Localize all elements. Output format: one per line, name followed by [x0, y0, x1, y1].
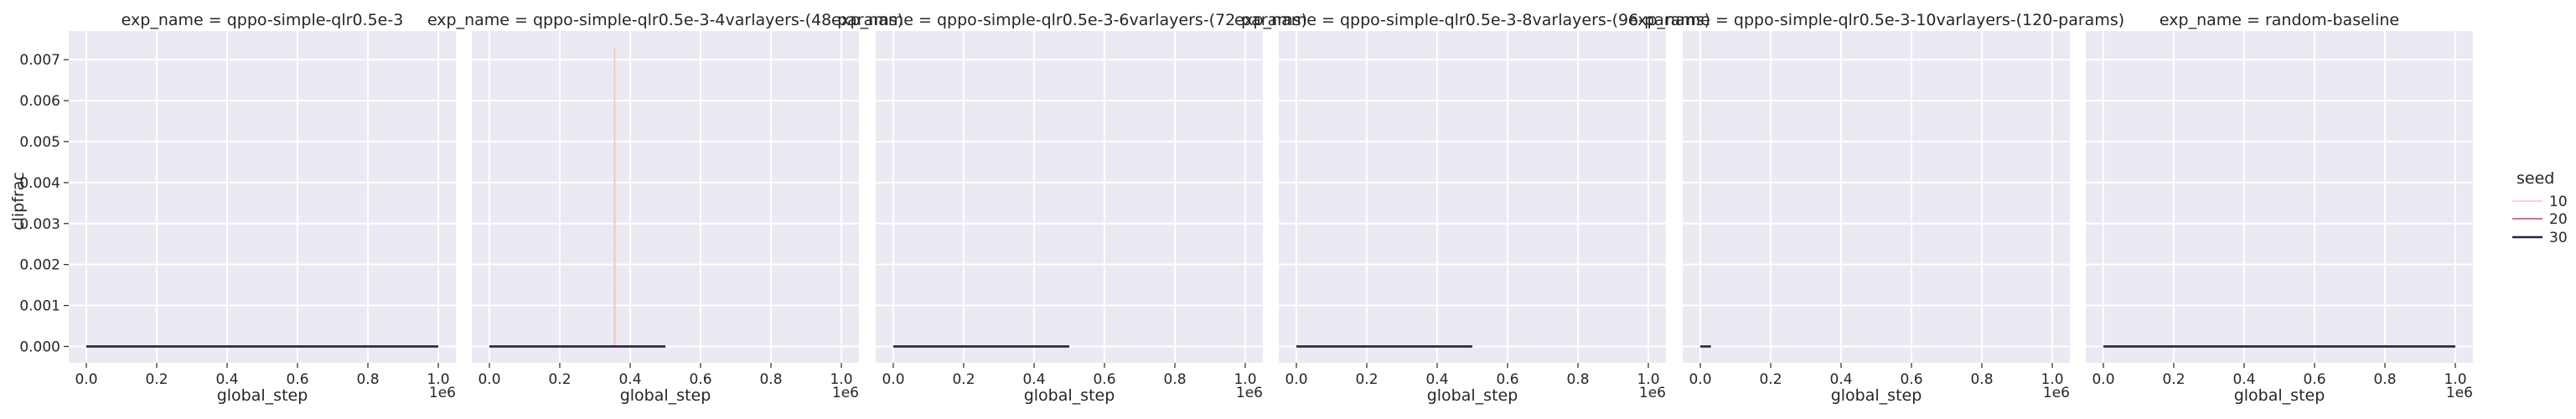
x-tick-label: 0.6: [1093, 371, 1115, 388]
x-tick-label: 0.0: [1689, 371, 1711, 388]
x-axis-label: global_step: [620, 386, 711, 405]
x-tick-label: 0.8: [356, 371, 379, 388]
x-tick-label: 0.2: [145, 371, 168, 388]
x-tick-label: 1.0: [2444, 371, 2466, 388]
x-tick-label: 0.6: [689, 371, 711, 388]
panel-1: exp_name = qppo-simple-qlr0.5e-3 0.0 0.2 0.…: [19, 11, 456, 405]
x-tick-label: 0.0: [1285, 371, 1307, 388]
y-tick-label: 0.000: [19, 339, 60, 355]
y-tick-label: 0.002: [19, 257, 60, 274]
x-tick-label: 0.4: [215, 371, 238, 388]
y-axis-label: clipfrac: [9, 172, 28, 230]
x-tick-label: 0.2: [1355, 371, 1378, 388]
x-tick-label: 0.4: [1829, 371, 1852, 388]
x-tick-label: 0.8: [759, 371, 782, 388]
x-tick-label: 0.6: [1496, 371, 1518, 388]
y-tick-label: 0.004: [19, 175, 60, 192]
x-tick-label: 0.4: [1425, 371, 1448, 388]
x-axis-label: global_step: [1831, 386, 1922, 405]
x-tick-label: 1.0: [830, 371, 852, 388]
panel-6: exp_name = random-baseline 0.0 0.2 0.4 0.6 0.…: [2086, 11, 2473, 405]
legend-label-seed-10: 10: [2549, 194, 2568, 210]
legend-label-seed-20: 20: [2549, 211, 2568, 228]
x-multiplier-label: 1e6: [832, 385, 859, 401]
panel-background: [876, 31, 1263, 363]
x-axis-label: global_step: [1024, 386, 1115, 405]
x-axis-label: global_step: [1427, 386, 1518, 405]
x-tick-label: 0.0: [882, 371, 904, 388]
x-tick-label: 0.4: [618, 371, 641, 388]
y-tick-label: 0.005: [19, 134, 60, 151]
panel-title: exp_name = qppo-simple-qlr0.5e-3: [122, 11, 404, 29]
panel-background: [2086, 31, 2473, 363]
panel-background: [1279, 31, 1666, 363]
series-group: [489, 47, 665, 348]
x-tick-label: 0.6: [2303, 371, 2325, 388]
x-multiplier-label: 1e6: [2446, 385, 2473, 401]
panel-2: exp_name = qppo-simple-qlr0.5e-3-4varlay…: [427, 11, 903, 405]
panel-4: exp_name = qppo-simple-qlr0.5e-3-8varlay…: [1234, 11, 1710, 405]
y-tick-label: 0.006: [19, 93, 60, 110]
x-tick-label: 1.0: [1637, 371, 1659, 388]
x-tick-label: 0.4: [1022, 371, 1045, 388]
y-tick-label: 0.001: [19, 298, 60, 315]
x-tick-label: 0.2: [548, 371, 571, 388]
y-tick-label: 0.007: [19, 52, 60, 69]
x-tick-label: 0.8: [1970, 371, 1993, 388]
panel-title: exp_name = qppo-simple-qlr0.5e-3-8varlay…: [1234, 11, 1710, 29]
panels: exp_name = qppo-simple-qlr0.5e-3 0.0 0.2 0.…: [19, 11, 2473, 405]
x-tick-label: 0.8: [2373, 371, 2396, 388]
x-axis-label: global_step: [217, 386, 308, 405]
legend-label-seed-30: 30: [2549, 230, 2568, 246]
panel-3: exp_name = qppo-simple-qlr0.5e-3-6varlay…: [831, 11, 1307, 405]
panel-title: exp_name = qppo-simple-qlr0.5e-3-10varla…: [1628, 11, 2124, 29]
x-tick-label: 0.2: [1759, 371, 1782, 388]
x-tick-label: 0.8: [1163, 371, 1186, 388]
x-tick-label: 1.0: [427, 371, 449, 388]
panel-5: exp_name = qppo-simple-qlr0.5e-3-10varla…: [1628, 11, 2124, 405]
legend-title: seed: [2517, 169, 2554, 188]
x-multiplier-label: 1e6: [1639, 385, 1666, 401]
panel-title: exp_name = random-baseline: [2160, 11, 2399, 29]
panel-title: exp_name = qppo-simple-qlr0.5e-3-4varlay…: [427, 11, 903, 29]
x-tick-label: 0.8: [1566, 371, 1589, 388]
x-tick-label: 0.6: [1900, 371, 1922, 388]
x-tick-label: 0.0: [2092, 371, 2114, 388]
x-tick-label: 0.2: [952, 371, 975, 388]
x-multiplier-label: 1e6: [2043, 385, 2070, 401]
panel-background: [1683, 31, 2070, 363]
x-multiplier-label: 1e6: [429, 385, 456, 401]
x-tick-label: 1.0: [2041, 371, 2063, 388]
x-multiplier-label: 1e6: [1236, 385, 1263, 401]
x-tick-label: 0.2: [2162, 371, 2185, 388]
x-tick-label: 0.4: [2232, 371, 2255, 388]
x-tick-label: 0.0: [75, 371, 97, 388]
panel-background: [472, 31, 859, 363]
x-tick-label: 0.6: [286, 371, 308, 388]
panel-title: exp_name = qppo-simple-qlr0.5e-3-6varlay…: [831, 11, 1307, 29]
y-tick-label: 0.003: [19, 216, 60, 233]
x-axis-label: global_step: [2234, 386, 2325, 405]
panel-background: [69, 31, 456, 363]
x-tick-label: 0.0: [478, 371, 500, 388]
x-tick-label: 1.0: [1234, 371, 1256, 388]
